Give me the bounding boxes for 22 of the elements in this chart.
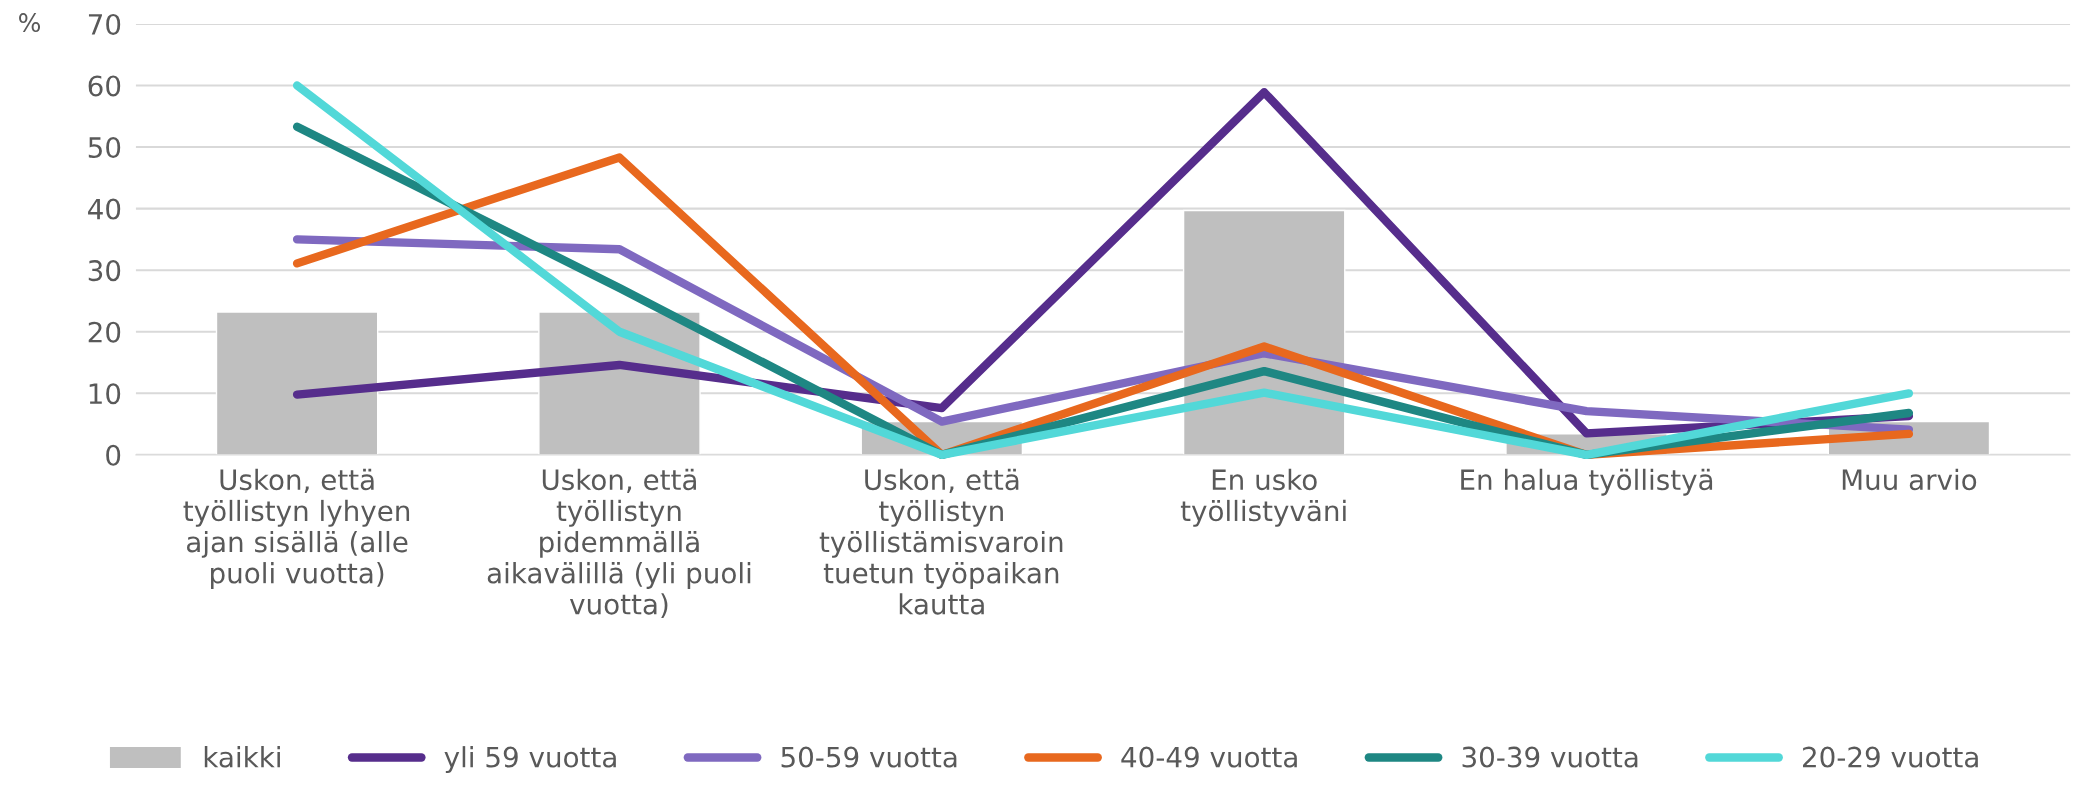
y-tick-label: 30 <box>88 260 121 282</box>
x-tick-label: Uskon, että työllistyn pidemmällä aikavälillä (yli puoli vuotta) <box>487 468 751 618</box>
y-tick-label: 50 <box>88 137 121 159</box>
x-tick-label: Uskon, että työllistyn työllistämisvaroin tuetun työpaikan kautta <box>819 468 1063 615</box>
legend-label: 20-29 vuotta <box>1803 746 1978 768</box>
legend-label: kaikki <box>204 746 280 768</box>
y-tick-label: 40 <box>88 198 121 220</box>
bar <box>215 311 379 455</box>
y-tick-label: 10 <box>89 383 121 405</box>
y-tick-label: 0 <box>106 444 121 466</box>
y-tick-label: 70 <box>88 13 121 35</box>
y-tick-label: 60 <box>88 75 121 97</box>
y-tick-label: 20 <box>88 321 121 343</box>
x-tick-label: En usko työllistyväni <box>1180 468 1346 527</box>
x-tick-label: En halua työllistyä <box>1461 468 1713 496</box>
legend-label: yli 59 vuotta <box>444 746 616 773</box>
y-axis-title: % <box>19 13 41 33</box>
x-tick-label: Muu arvio <box>1842 468 1977 491</box>
legend-label: 40-49 vuotta <box>1121 746 1297 768</box>
legend-label: 50-59 vuotta <box>781 746 957 768</box>
x-tick-label: Uskon, että työllistyn lyhyen ajan sisällä (alle puoli vuotta) <box>183 468 410 589</box>
legend-label: 30-39 vuotta <box>1462 746 1638 768</box>
